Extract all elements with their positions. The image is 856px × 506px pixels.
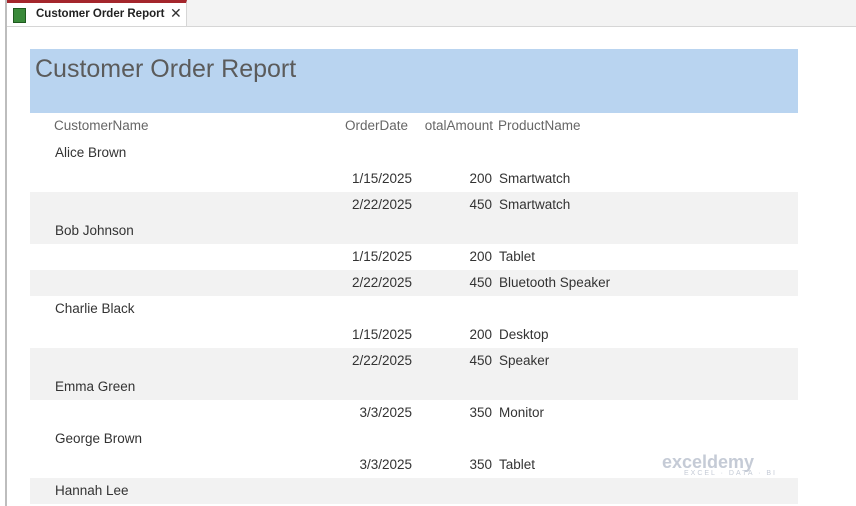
customer-name: Emma Green xyxy=(55,379,136,394)
table-row: 3/3/2025 350 Tablet xyxy=(30,452,798,478)
table-row: 1/15/2025 200 Smartwatch xyxy=(30,166,798,192)
product-name: Speaker xyxy=(499,353,550,368)
group-header-row: Charlie Black xyxy=(30,296,798,322)
total-amount: 350 xyxy=(469,457,492,472)
group-header-row: Alice Brown xyxy=(30,140,798,166)
total-amount: 450 xyxy=(469,197,492,212)
product-name: Smartwatch xyxy=(499,171,571,186)
report-rows: Alice Brown 1/15/2025 200 Smartwatch 2/22/20… xyxy=(30,140,798,504)
product-name: Bluetooth Speaker xyxy=(499,275,611,290)
order-date: 2/22/2025 xyxy=(351,197,412,212)
product-name: Smartwatch xyxy=(499,197,571,212)
customer-name: Alice Brown xyxy=(55,145,127,160)
group-header-row: Emma Green xyxy=(30,374,798,400)
order-date: 1/15/2025 xyxy=(351,249,412,264)
table-row: 1/15/2025 200 Tablet xyxy=(30,244,798,270)
report-title: Customer Order Report xyxy=(35,55,297,83)
tab-label: Customer Order Report xyxy=(36,8,165,20)
group-header-row: Hannah Lee xyxy=(30,478,798,504)
total-amount: 200 xyxy=(469,171,492,186)
close-icon[interactable]: ✕ xyxy=(170,5,182,21)
tab-customer-order-report[interactable]: Customer Order Report ✕ xyxy=(7,0,187,26)
watermark-logo: exceldemy EXCEL · DATA · BI xyxy=(662,452,777,477)
customer-name: Charlie Black xyxy=(55,301,135,316)
order-date: 3/3/2025 xyxy=(359,457,412,472)
product-name: Tablet xyxy=(499,249,536,264)
total-amount: 450 xyxy=(469,353,492,368)
total-amount: 200 xyxy=(469,249,492,264)
column-header-amount: otalAmount xyxy=(424,118,493,133)
customer-name: George Brown xyxy=(55,431,143,446)
table-row: 2/22/2025 450 Smartwatch xyxy=(30,192,798,218)
column-header-product: ProductName xyxy=(498,118,581,133)
table-row: 3/3/2025 350 Monitor xyxy=(30,400,798,426)
order-date: 1/15/2025 xyxy=(351,327,412,342)
column-header-customer: CustomerName xyxy=(54,118,149,133)
total-amount: 200 xyxy=(469,327,492,342)
group-header-row: George Brown xyxy=(30,426,798,452)
order-date: 2/22/2025 xyxy=(351,353,412,368)
product-name: Desktop xyxy=(499,327,549,342)
customer-name: Hannah Lee xyxy=(55,483,129,498)
product-name: Monitor xyxy=(499,405,545,420)
column-header-date: OrderDate xyxy=(345,118,409,133)
group-header-row: Bob Johnson xyxy=(30,218,798,244)
total-amount: 350 xyxy=(469,405,492,420)
order-date: 2/22/2025 xyxy=(351,275,412,290)
report-icon xyxy=(13,8,26,23)
window-border xyxy=(5,0,7,506)
tab-strip: Customer Order Report ✕ xyxy=(7,0,856,27)
total-amount: 450 xyxy=(469,275,492,290)
table-row: 2/22/2025 450 Speaker xyxy=(30,348,798,374)
customer-name: Bob Johnson xyxy=(55,223,134,238)
order-date: 1/15/2025 xyxy=(351,171,412,186)
table-row: 2/22/2025 450 Bluetooth Speaker xyxy=(30,270,798,296)
table-row: 1/15/2025 200 Desktop xyxy=(30,322,798,348)
product-name: Tablet xyxy=(499,457,536,472)
report-header: Customer Order Report xyxy=(30,49,798,113)
order-date: 3/3/2025 xyxy=(359,405,412,420)
